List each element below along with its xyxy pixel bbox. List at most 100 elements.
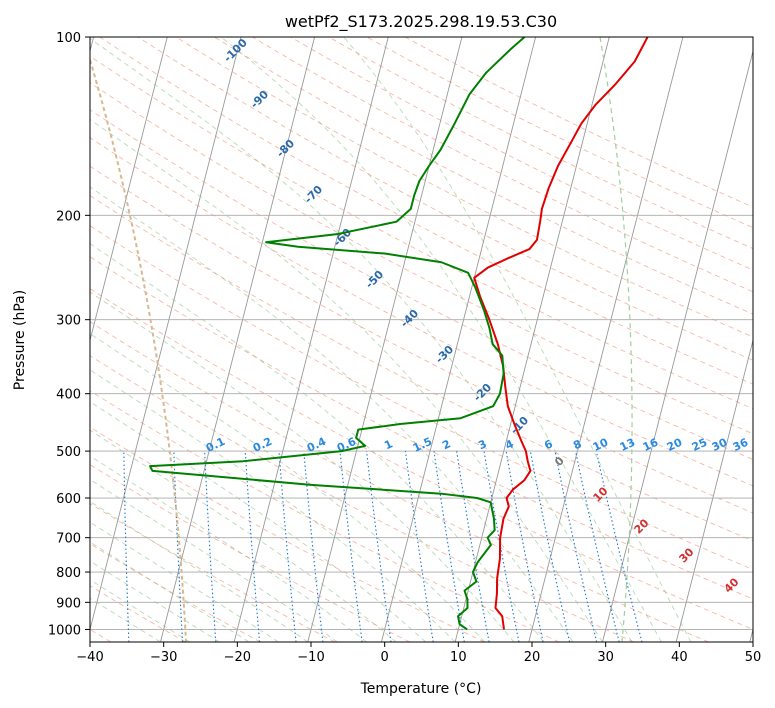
- moist-adiabat-line: [90, 369, 456, 642]
- isotherm-line: [675, 338, 753, 642]
- plot-area: 0.1 0.2 0.4 0.6 1 1.5 2 3 4 6 8 10 13 16 20 25 30 36-100-…: [90, 37, 753, 642]
- moist-adiabat-line: [90, 37, 633, 642]
- dry-adiabat-line: [90, 55, 753, 410]
- x-tick-label: 20: [524, 650, 541, 665]
- special-curve: [90, 59, 187, 642]
- y-tick-label: 700: [56, 532, 81, 547]
- moist-adiabat-line: [90, 579, 191, 642]
- moist-adiabat-line: [220, 37, 662, 642]
- dry-adiabat-label: 30: [677, 545, 697, 565]
- dry-adiabat-line: [90, 256, 753, 600]
- x-tick-label: 50: [745, 650, 762, 665]
- mixing-ratio-label: 6: [542, 437, 555, 452]
- moist-adiabat-line: [90, 521, 279, 642]
- y-tick-label: 800: [56, 566, 81, 581]
- y-tick-label: 900: [56, 596, 81, 611]
- dry-adiabat-label: -50: [363, 268, 386, 291]
- mixing-ratio-label: 0.1: [204, 435, 227, 455]
- isobar-gridlines: [90, 37, 753, 630]
- dry-adiabat-label: -70: [302, 183, 325, 206]
- mixing-ratio-label: 3: [476, 437, 488, 452]
- dry-adiabat-line: [90, 464, 410, 642]
- moist-adiabat-line: [90, 243, 544, 642]
- x-axis-label: Temperature (°C): [360, 681, 482, 697]
- isotherm-line: [749, 627, 753, 642]
- y-axis-label: Pressure (hPa): [12, 290, 28, 390]
- x-tick-label: 40: [671, 650, 688, 665]
- special-lines: [90, 37, 633, 642]
- x-tick-label: −40: [76, 650, 103, 665]
- dry-adiabat-line: [90, 355, 635, 642]
- chart-title: wetPf2_S173.2025.298.19.53.C30: [285, 12, 557, 32]
- y-tick-label: 500: [56, 445, 81, 460]
- y-tick-label: 1000: [48, 623, 81, 638]
- dry-adiabat-line: [404, 37, 753, 208]
- moist-adiabat-line: [90, 429, 397, 642]
- mixing-ratio-line: [575, 450, 620, 642]
- dry-adiabat-line: [290, 37, 753, 271]
- mixing-ratio-line: [554, 450, 598, 642]
- dry-adiabat-line: [90, 543, 261, 642]
- dry-adiabat-line: [90, 165, 753, 514]
- dry-adiabat-line: [252, 37, 753, 293]
- dry-adiabat-label: 40: [722, 575, 742, 595]
- isotherm-line: [90, 37, 242, 632]
- x-tick-label: 10: [450, 650, 467, 665]
- isotherm-line: [233, 37, 389, 642]
- moist-adiabat-line: [90, 541, 250, 642]
- dry-adiabat-line: [99, 37, 753, 385]
- moist-adiabat-line: [343, 37, 692, 642]
- mixing-ratio-label: 1: [382, 437, 394, 452]
- mixing-ratio-label: 0.4: [305, 435, 328, 455]
- moist-adiabat-line: [90, 291, 515, 642]
- isotherm-line: [454, 37, 610, 642]
- isotherm-line: [381, 37, 537, 642]
- mixing-ratio-line: [433, 451, 465, 642]
- mixing-ratio-line: [595, 450, 643, 642]
- dry-adiabat-label: 20: [632, 516, 652, 536]
- dry-adiabat-line: [90, 137, 753, 487]
- profile-series-line: [473, 37, 649, 630]
- dry-adiabat-label: 0: [552, 454, 567, 469]
- mixing-ratio-line: [366, 451, 392, 642]
- y-tick-label: 300: [56, 314, 81, 329]
- profile-series-line: [149, 37, 526, 631]
- x-tick-label: 30: [597, 650, 614, 665]
- isotherm-line: [160, 37, 316, 642]
- mixing-ratio-line: [529, 451, 571, 642]
- dry-adiabat-line: [90, 321, 709, 642]
- special-curve: [599, 37, 633, 642]
- x-axis-ticks: −40 −30 −20 −10 0 10 20 30 40 50: [76, 642, 761, 665]
- mixing-ratio-line: [173, 451, 184, 642]
- dry-adiabats: [90, 37, 753, 642]
- dry-adiabat-line: [90, 390, 560, 642]
- mixing-ratio-line: [244, 451, 261, 642]
- dry-adiabat-line: [90, 288, 753, 630]
- mixing-ratio-label: 30: [710, 436, 730, 454]
- y-tick-label: 600: [56, 492, 81, 507]
- dry-adiabat-line: [90, 195, 753, 542]
- mixing-ratio-line: [404, 451, 434, 642]
- moist-adiabat-line: [90, 455, 368, 642]
- mixing-ratio-label: 16: [641, 436, 661, 454]
- moist-adiabat-line: [90, 401, 426, 642]
- y-tick-label: 400: [56, 388, 81, 403]
- x-tick-label: 0: [381, 650, 389, 665]
- moist-adiabat-line: [90, 478, 338, 642]
- isotherm-line: [602, 49, 753, 642]
- x-tick-label: −10: [297, 650, 324, 665]
- y-tick-label: 200: [56, 209, 81, 224]
- mixing-ratio-label: 0.2: [251, 435, 274, 455]
- mixing-ratio-lines: [123, 450, 643, 642]
- mixing-ratio-label: 2: [440, 437, 452, 452]
- mixing-ratio-line: [339, 451, 363, 642]
- plot-frame: [89, 36, 754, 643]
- moist-adiabats: [90, 37, 692, 642]
- x-tick-label: −20: [224, 650, 251, 665]
- dry-adiabat-line: [214, 37, 753, 315]
- x-tick-label: −30: [150, 650, 177, 665]
- isotherms: [90, 37, 753, 642]
- moist-adiabat-line: [90, 333, 485, 642]
- mixing-ratio-label: 20: [665, 436, 685, 454]
- dry-adiabat-line: [90, 502, 336, 642]
